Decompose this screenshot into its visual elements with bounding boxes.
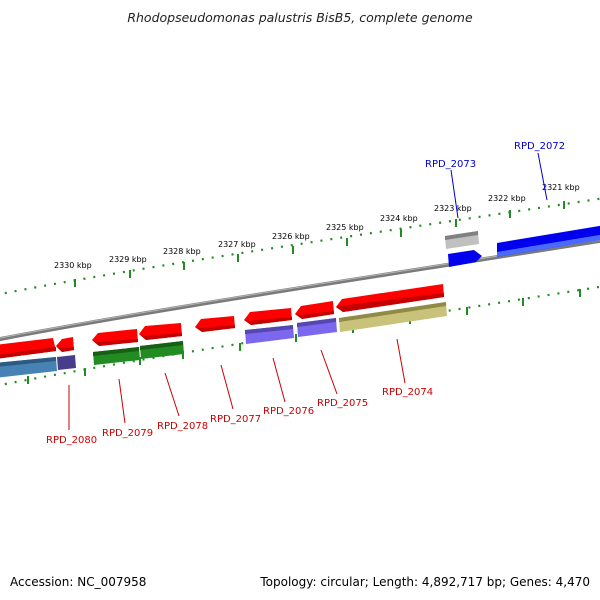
tick-label-2322: 2322 kbp	[488, 194, 526, 203]
tick-label-2329: 2329 kbp	[109, 255, 147, 264]
gene-rpd-2073[interactable]	[448, 250, 482, 267]
tick-label-2328: 2328 kbp	[163, 247, 201, 256]
inner-tick-track	[0, 285, 600, 387]
tick-label-2321: 2321 kbp	[542, 183, 580, 192]
label-rpd-2074: RPD_2074	[382, 387, 433, 398]
tick-label-2324: 2324 kbp	[380, 214, 418, 223]
label-rpd-2073: RPD_2073	[425, 159, 476, 170]
leader-lines-forward	[450, 152, 548, 219]
label-rpd-2078: RPD_2078	[157, 421, 208, 432]
gene-rpd-2079-top	[93, 347, 139, 356]
tick-label-2326: 2326 kbp	[272, 232, 310, 241]
label-rpd-2072: RPD_2072	[514, 141, 565, 152]
gene-rpd-2080-shade	[0, 357, 56, 367]
reverse-genes-colored	[0, 302, 447, 378]
forward-genes	[445, 225, 600, 267]
label-rpd-2077: RPD_2077	[210, 414, 261, 425]
genome-stats-text: Topology: circular; Length: 4,892,717 bp…	[260, 575, 590, 589]
tick-label-2323: 2323 kbp	[434, 204, 472, 213]
gene-rpd-2077-red-shade	[195, 325, 235, 332]
gene-rpd-2073-gray-top	[445, 231, 478, 240]
gene-rpd-2074-top	[339, 302, 446, 322]
gene-rpd-2072-shade	[497, 234, 600, 257]
leader-lines-reverse	[68, 338, 406, 430]
gene-rpd-2078-red-shade	[139, 333, 182, 340]
map-title: Rhodopseudomonas palustris BisB5, comple…	[127, 10, 473, 25]
gene-labels: RPD_2072 RPD_2073 RPD_2074 RPD_2075 RPD_…	[46, 141, 565, 446]
tick-label-2330: 2330 kbp	[54, 261, 92, 270]
gene-rpd-2080-purple[interactable]	[57, 355, 76, 370]
label-rpd-2076: RPD_2076	[263, 406, 314, 417]
tick-label-2327: 2327 kbp	[218, 240, 256, 249]
tick-label-2325: 2325 kbp	[326, 223, 364, 232]
major-ticks-outer	[74, 201, 565, 287]
gene-rpd-2078-top	[140, 341, 183, 350]
label-rpd-2080: RPD_2080	[46, 435, 97, 446]
tick-labels: 2321 kbp 2322 kbp 2323 kbp 2324 kbp 2325…	[54, 183, 580, 270]
gene-rpd-2080-red-small-shade	[56, 346, 74, 352]
gene-rpd-2075-top	[297, 318, 336, 327]
gene-rpd-2074-red-shade	[336, 293, 444, 312]
label-rpd-2075: RPD_2075	[317, 398, 368, 409]
outer-tick-track	[0, 197, 600, 296]
gene-rpd-2079-red-shade	[92, 339, 138, 346]
gene-rpd-2075-red-shade	[295, 311, 334, 319]
gene-rpd-2076-top	[245, 325, 293, 334]
reverse-genes-red	[0, 284, 444, 359]
genome-backbone	[0, 238, 600, 342]
accession-text: Accession: NC_007958	[10, 575, 147, 589]
gene-rpd-2076-red-shade	[244, 317, 292, 325]
label-rpd-2079: RPD_2079	[102, 428, 153, 439]
gene-rpd-2080-red-shade	[0, 347, 56, 359]
